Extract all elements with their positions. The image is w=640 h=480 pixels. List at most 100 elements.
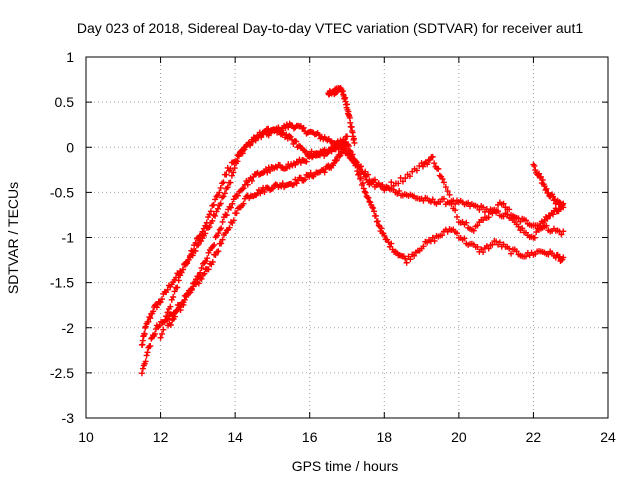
series-track-d bbox=[157, 125, 350, 341]
data-point bbox=[474, 203, 481, 210]
data-point bbox=[531, 234, 538, 241]
series-track-f bbox=[530, 161, 567, 211]
data-point bbox=[355, 171, 362, 178]
data-point bbox=[278, 183, 285, 190]
data-point bbox=[424, 161, 431, 168]
data-point bbox=[556, 199, 563, 206]
data-point bbox=[558, 231, 565, 238]
data-point bbox=[205, 266, 212, 273]
data-point bbox=[303, 158, 310, 165]
data-point bbox=[365, 194, 372, 201]
axis-ticks: 10 12 14 16 18 20 22 24 1 0.5 0 -0.5 -1 -1.5 -2 -2.5 -3 bbox=[50, 49, 616, 445]
data-point bbox=[372, 212, 379, 219]
data-point bbox=[226, 224, 233, 231]
series-track-c bbox=[165, 143, 567, 329]
x-tick-label: 22 bbox=[526, 429, 542, 445]
data-point bbox=[474, 243, 481, 250]
data-point bbox=[355, 162, 362, 169]
data-point bbox=[172, 313, 179, 320]
data-point bbox=[146, 314, 153, 321]
data-point bbox=[439, 175, 446, 182]
data-point bbox=[359, 180, 366, 187]
data-point bbox=[203, 219, 210, 226]
x-tick-label: 10 bbox=[78, 429, 94, 445]
data-point bbox=[147, 315, 154, 322]
data-point bbox=[217, 200, 224, 207]
data-point bbox=[362, 189, 369, 196]
data-point bbox=[210, 201, 217, 208]
data-point bbox=[283, 131, 290, 138]
data-point bbox=[431, 237, 438, 244]
data-point bbox=[199, 228, 206, 235]
data-point bbox=[341, 139, 348, 146]
data-point bbox=[429, 153, 436, 160]
data-point bbox=[204, 255, 211, 262]
y-tick-label: 0.5 bbox=[55, 94, 75, 110]
data-point bbox=[158, 296, 165, 303]
data-point bbox=[220, 179, 227, 186]
data-point bbox=[292, 176, 299, 183]
data-point bbox=[448, 198, 455, 205]
data-point bbox=[267, 167, 274, 174]
data-point bbox=[560, 204, 567, 211]
data-point bbox=[399, 178, 406, 185]
data-point bbox=[544, 215, 551, 222]
data-point bbox=[543, 185, 550, 192]
y-tick-label: 0 bbox=[66, 139, 74, 155]
x-tick-label: 14 bbox=[227, 429, 243, 445]
data-point bbox=[161, 318, 168, 325]
data-point bbox=[206, 224, 213, 231]
data-point bbox=[496, 239, 503, 246]
data-point bbox=[227, 165, 234, 172]
data-point bbox=[388, 240, 395, 247]
data-point bbox=[321, 169, 328, 176]
data-point bbox=[219, 218, 226, 225]
data-point bbox=[186, 254, 193, 261]
data-point bbox=[289, 136, 296, 143]
data-point bbox=[192, 239, 199, 246]
data-point bbox=[174, 284, 181, 291]
data-point bbox=[431, 160, 438, 167]
data-point bbox=[164, 286, 171, 293]
data-point bbox=[227, 179, 234, 186]
data-point bbox=[344, 133, 350, 140]
x-tick-label: 18 bbox=[376, 429, 392, 445]
data-point bbox=[370, 179, 377, 186]
data-point bbox=[453, 213, 460, 220]
data-point bbox=[420, 243, 427, 250]
data-point bbox=[234, 192, 241, 199]
data-point bbox=[519, 225, 526, 232]
data-point bbox=[171, 288, 178, 295]
data-point bbox=[493, 238, 500, 245]
data-point bbox=[321, 152, 328, 159]
data-point bbox=[215, 230, 222, 237]
data-point bbox=[308, 148, 315, 155]
data-point bbox=[229, 200, 236, 207]
data-point bbox=[500, 200, 507, 207]
data-point bbox=[223, 212, 230, 219]
data-point bbox=[197, 269, 204, 276]
data-point bbox=[360, 185, 367, 192]
data-point bbox=[163, 313, 170, 320]
data-point bbox=[515, 223, 522, 230]
data-point bbox=[463, 219, 470, 226]
data-point bbox=[151, 330, 158, 337]
data-point bbox=[230, 217, 237, 224]
data-point bbox=[209, 258, 216, 265]
data-point bbox=[452, 200, 459, 207]
data-point bbox=[180, 301, 187, 308]
data-point bbox=[195, 280, 202, 287]
data-point bbox=[536, 226, 543, 233]
data-point bbox=[435, 165, 442, 172]
data-point bbox=[198, 232, 205, 239]
data-point bbox=[139, 365, 146, 372]
y-tick-label: -2.5 bbox=[50, 365, 74, 381]
data-point bbox=[191, 279, 198, 286]
data-point bbox=[243, 178, 250, 185]
data-point bbox=[138, 370, 145, 377]
data-point bbox=[442, 184, 449, 191]
data-point bbox=[480, 204, 487, 211]
data-point bbox=[333, 157, 340, 164]
